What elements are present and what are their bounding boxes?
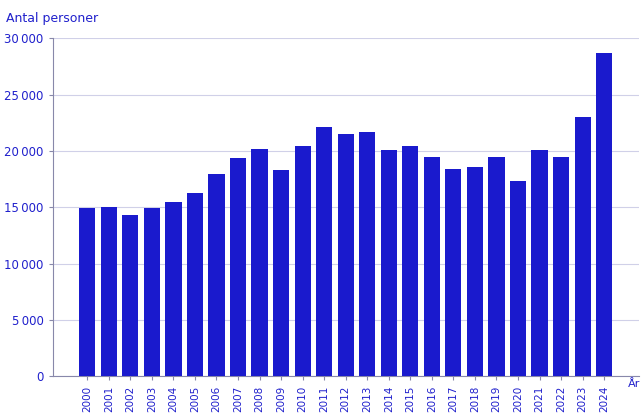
Bar <box>187 193 203 376</box>
Bar <box>251 149 267 376</box>
Bar <box>208 174 224 376</box>
Bar <box>424 157 440 376</box>
Text: År: År <box>628 379 640 389</box>
Bar <box>510 181 526 376</box>
Bar <box>446 169 462 376</box>
Bar <box>531 151 548 376</box>
Bar <box>381 151 397 376</box>
Bar <box>230 158 246 376</box>
Bar <box>338 134 354 376</box>
Bar <box>553 157 569 376</box>
Bar <box>165 202 181 376</box>
Bar <box>489 157 505 376</box>
Bar <box>574 117 591 376</box>
Bar <box>596 53 612 376</box>
Bar <box>122 215 138 376</box>
Bar <box>79 208 95 376</box>
Text: Antal personer: Antal personer <box>6 12 98 25</box>
Bar <box>403 146 419 376</box>
Bar <box>294 146 311 376</box>
Bar <box>467 167 483 376</box>
Bar <box>316 127 332 376</box>
Bar <box>273 170 289 376</box>
Bar <box>101 207 117 376</box>
Bar <box>144 208 160 376</box>
Bar <box>359 132 376 376</box>
